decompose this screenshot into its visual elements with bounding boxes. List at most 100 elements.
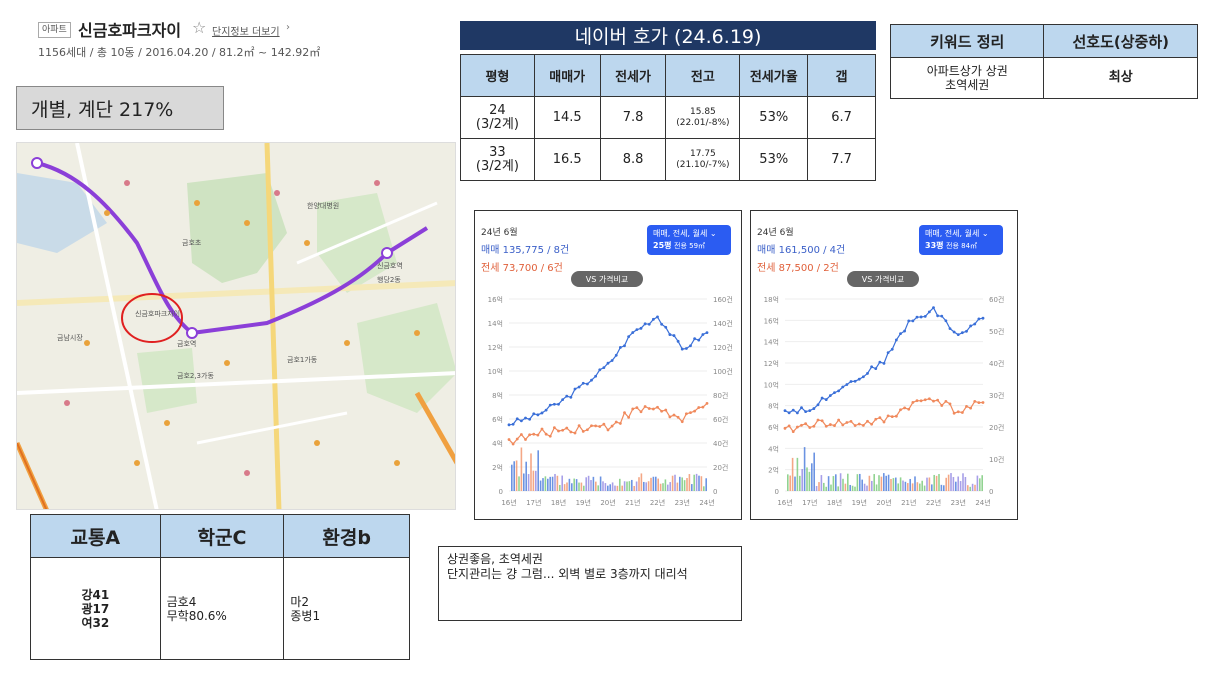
- data-point: [569, 395, 573, 399]
- location-map[interactable]: 신금호파크자이 금호역 신금호역 금남시장 금호초 금호1가동 행당2동 금호2…: [16, 142, 456, 510]
- volume-bar: [631, 479, 633, 491]
- data-point: [816, 403, 820, 407]
- filter-pyeong: 33평: [925, 241, 944, 250]
- data-point: [965, 404, 968, 408]
- data-point: [643, 322, 647, 326]
- data-point: [857, 422, 861, 426]
- data-point: [581, 381, 585, 385]
- trade-type-filter-button[interactable]: 매매, 전세, 월세 ⌄ 25평 전용 59㎡: [647, 225, 731, 255]
- y-tick-label: 0: [775, 488, 779, 496]
- x-tick-label: 20년: [600, 498, 615, 507]
- star-icon[interactable]: ☆: [192, 18, 207, 37]
- series-line-rent: [508, 402, 708, 445]
- data-point: [824, 424, 828, 428]
- environment-header: 환경b: [283, 514, 410, 558]
- trade-type-filter-button[interactable]: 매매, 전세, 월세 ⌄ 33평 전용 84㎡: [919, 225, 1003, 255]
- data-point: [874, 417, 878, 421]
- y2-tick-label: 30건: [989, 391, 1004, 400]
- memo-box: 상권좋음, 초역세권 단지관리는 걍 그럼... 외벽 별로 3층까지 대리석: [438, 546, 742, 621]
- volume-bar: [679, 476, 681, 491]
- data-point: [915, 315, 919, 319]
- data-point: [890, 415, 894, 418]
- data-point: [791, 408, 795, 412]
- data-point: [936, 314, 940, 318]
- data-point: [689, 344, 692, 348]
- volume-bar: [871, 480, 873, 491]
- volume-bar: [597, 485, 599, 491]
- volume-bar: [847, 473, 849, 491]
- volume-bar: [638, 477, 640, 491]
- naver-price-table: 평형 매매가 전세가 전고 전세가율 갭 24 (3/2계) 14.5 7.8 …: [460, 54, 876, 181]
- data-point: [668, 415, 672, 419]
- y-tick-label: 10억: [488, 368, 503, 376]
- data-point: [866, 419, 869, 423]
- volume-bar: [815, 486, 818, 491]
- data-point: [787, 424, 791, 428]
- cell-high: 17.75 (21.10/-7%): [665, 138, 741, 181]
- data-point: [557, 402, 560, 406]
- x-tick-label: 18년: [551, 498, 566, 507]
- volume-bar: [523, 473, 525, 491]
- volume-bar: [700, 476, 703, 491]
- volume-bar: [787, 474, 789, 491]
- data-point: [639, 410, 643, 414]
- data-point: [602, 366, 606, 370]
- volume-bar: [635, 481, 638, 491]
- volume-bar: [691, 484, 693, 491]
- col-header-sale: 매매가: [533, 54, 601, 97]
- price-chart: 16억 14억 12억 10억 8억 6억 4억 2억 0 160건 140건 120건 100건 80건…: [488, 295, 733, 507]
- data-point: [808, 426, 812, 429]
- data-point: [614, 353, 618, 357]
- volume-bar: [837, 486, 839, 491]
- y-tick-label: 18억: [764, 296, 779, 304]
- data-point: [680, 347, 684, 351]
- complex-info-link[interactable]: 단지정보 더보기: [212, 27, 280, 38]
- map-label-station: 금호역: [177, 340, 197, 348]
- y-tick-label: 12억: [488, 344, 503, 352]
- volume-bar: [928, 477, 931, 491]
- data-point: [791, 430, 795, 434]
- data-point: [849, 420, 853, 423]
- y2-tick-label: 80건: [713, 391, 728, 400]
- data-point: [590, 424, 593, 428]
- cell-high: 15.85 (22.01/-8%): [665, 96, 741, 139]
- volume-bar: [907, 483, 909, 491]
- y2-tick-label: 60건: [713, 415, 728, 424]
- map-label-dong-2: 행당2동: [377, 276, 401, 284]
- data-point: [705, 402, 709, 405]
- data-point: [680, 420, 684, 424]
- data-point: [660, 409, 664, 413]
- y-tick-label: 8억: [492, 392, 503, 400]
- volume-bar: [609, 484, 611, 491]
- volume-bar: [621, 485, 623, 491]
- volume-bar: [688, 474, 691, 491]
- volume-bar: [580, 482, 583, 491]
- volume-bar: [801, 469, 803, 491]
- volume-bar: [935, 475, 938, 491]
- data-point: [886, 351, 890, 355]
- data-point: [977, 401, 981, 405]
- x-tick-label: 21년: [901, 498, 916, 507]
- volume-bar: [892, 478, 895, 491]
- data-point: [585, 382, 589, 386]
- data-point: [581, 430, 585, 433]
- chart-period: 24년 6월: [481, 228, 518, 238]
- vs-compare-button[interactable]: VS 가격비교: [847, 271, 919, 287]
- data-point: [519, 419, 523, 423]
- data-point: [870, 422, 874, 426]
- volume-bar: [571, 483, 573, 491]
- data-point: [635, 328, 639, 332]
- volume-bar: [611, 482, 614, 491]
- x-tick-label: 21년: [625, 498, 640, 507]
- vs-compare-button[interactable]: VS 가격비교: [571, 271, 643, 287]
- volume-bar: [561, 475, 563, 491]
- x-tick-label: 19년: [852, 498, 867, 507]
- data-point: [631, 331, 635, 334]
- data-point: [594, 374, 598, 378]
- map-label-apartment: 신금호파크자이: [135, 310, 181, 318]
- floor-area-ratio-box: 개별, 계단 217%: [16, 86, 224, 130]
- data-point: [511, 442, 515, 446]
- data-point: [660, 322, 664, 326]
- data-point: [861, 375, 865, 379]
- volume-bar: [933, 474, 935, 491]
